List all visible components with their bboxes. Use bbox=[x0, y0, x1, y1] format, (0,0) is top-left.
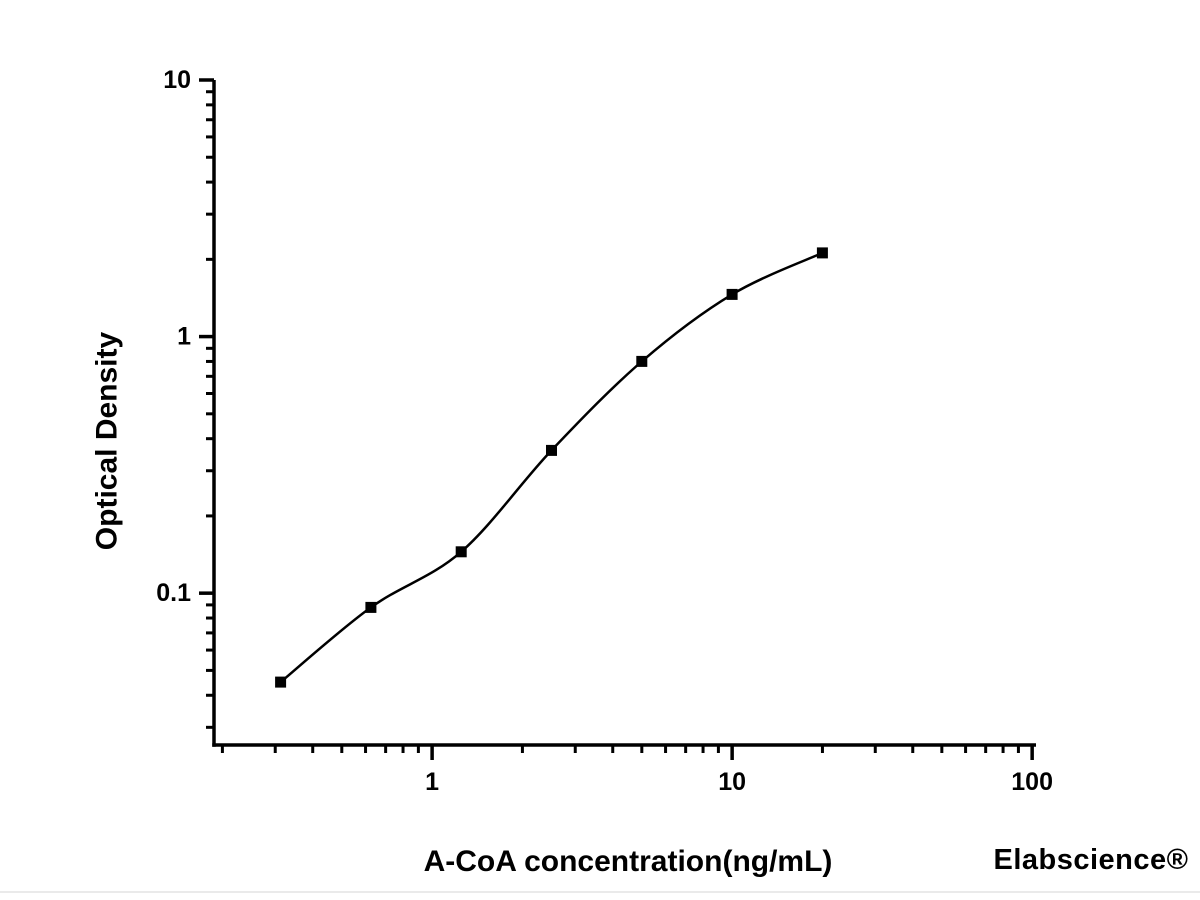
data-point-marker bbox=[636, 355, 648, 367]
y-axis-tick-label: 0.1 bbox=[156, 579, 191, 607]
y-axis-tick-label: 10 bbox=[163, 66, 191, 94]
data-point-marker bbox=[726, 288, 738, 300]
x-axis-title: A-CoA concentration(ng/mL) bbox=[424, 845, 833, 878]
y-axis-tick-label: 1 bbox=[177, 323, 191, 351]
footer-separator-line bbox=[0, 891, 1200, 893]
data-point-marker bbox=[816, 247, 828, 259]
watermark-elabscience-logo: Elabscience® bbox=[993, 844, 1188, 876]
x-axis-tick-label: 1 bbox=[425, 768, 439, 796]
data-point-marker bbox=[365, 601, 377, 613]
x-axis-tick-label: 100 bbox=[1011, 768, 1053, 796]
data-point-marker bbox=[275, 676, 287, 688]
data-point-marker bbox=[455, 546, 467, 558]
fit-curve bbox=[279, 251, 823, 684]
x-axis-tick-label: 10 bbox=[718, 768, 746, 796]
data-point-marker bbox=[546, 444, 557, 456]
y-axis-title: Optical Density bbox=[91, 331, 124, 550]
